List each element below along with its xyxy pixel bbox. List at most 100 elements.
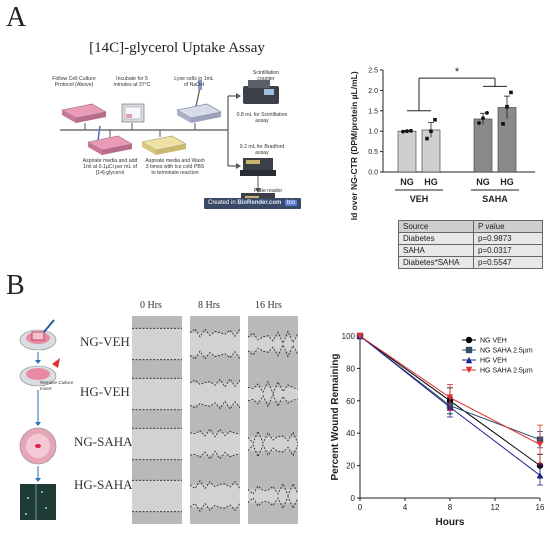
micrograph xyxy=(132,366,182,422)
wound-edge-line xyxy=(248,380,298,395)
data-point xyxy=(401,129,405,134)
step-5-text: Aspirate media and Wash 3 times with Ice… xyxy=(145,158,205,176)
pvalue-table: Source P value Diabetes p=0.9873 SAHA p=… xyxy=(398,220,543,269)
wound-edge-line xyxy=(248,343,298,358)
table-cell-source: SAHA xyxy=(398,244,474,257)
credit-prefix: Created in xyxy=(208,200,238,206)
data-point xyxy=(485,110,489,115)
legend-label: HG SAHA 2.5µm xyxy=(480,368,533,375)
bradford-volume: 0.2 mL for Bradford assay xyxy=(239,144,285,156)
y-tick-label: 40 xyxy=(346,429,355,438)
micrograph xyxy=(248,416,298,472)
legend-label: HG VEH xyxy=(480,358,507,365)
micrograph xyxy=(132,316,182,372)
data-point xyxy=(405,129,409,134)
x-tick-label: 16 xyxy=(536,503,545,512)
wound-edge-line xyxy=(248,495,298,510)
table-cell-pvalue: p=0.0317 xyxy=(473,244,543,257)
step-4-text: Aspirate media and add 1ml at 0.1µCi per… xyxy=(82,158,138,176)
micrograph xyxy=(248,366,298,422)
insert-removal-icon xyxy=(19,358,60,387)
data-point xyxy=(409,128,413,133)
y-tick-label: 60 xyxy=(346,397,355,406)
micrograph xyxy=(248,468,298,524)
row-label-hg-veh: HG-VEH xyxy=(80,384,130,399)
wound-edge-line xyxy=(190,400,240,410)
wound-edge-line xyxy=(190,502,240,512)
x-tick-label: 0 xyxy=(358,503,363,512)
micrograph xyxy=(190,468,240,524)
wound-edge-line xyxy=(248,330,298,345)
time-label-16: 16 Hrs xyxy=(255,300,282,311)
step-1-text: Follow Cell Culture Protocol (Above) xyxy=(52,76,96,88)
y-tick-label: 80 xyxy=(346,364,355,373)
data-point xyxy=(509,90,513,95)
time-label-8: 8 Hrs xyxy=(198,300,220,311)
micrograph xyxy=(132,468,182,524)
table-row: Diabetes p=0.9873 xyxy=(398,232,543,245)
table-cell-pvalue: p=0.9873 xyxy=(473,232,543,245)
data-point xyxy=(429,129,433,133)
row-label-hg-saha: HG-SAHA xyxy=(74,477,133,492)
wound-edge-line xyxy=(248,482,298,497)
wound-edge-line xyxy=(190,378,240,388)
wound-gap xyxy=(132,480,182,512)
wound-gap xyxy=(248,489,298,503)
x-tick-label: NG xyxy=(476,177,490,187)
lysis-plate-icon xyxy=(176,80,222,123)
x-tick-label: NG xyxy=(400,177,414,187)
wound-gap xyxy=(248,337,298,351)
y-tick-label: 100 xyxy=(342,332,356,341)
table-header-source: Source xyxy=(398,220,474,233)
wound-gap xyxy=(190,484,240,508)
scintillation-label: Scintillation counter xyxy=(252,70,280,82)
data-point xyxy=(446,394,454,401)
y-tick-label: 2.5 xyxy=(368,68,378,75)
wound-gap xyxy=(190,382,240,406)
data-point xyxy=(465,356,473,364)
wound-gap xyxy=(132,428,182,460)
wound-edge-line xyxy=(190,428,240,438)
glycerol-plate-icon xyxy=(87,125,133,155)
table-header-row: Source P value xyxy=(398,220,543,233)
data-point xyxy=(433,117,437,122)
micrograph xyxy=(248,316,298,372)
time-label-0: 0 Hrs xyxy=(140,300,162,311)
y-tick-label: 0.5 xyxy=(368,149,378,156)
legend-label: NG SAHA 2.5µm xyxy=(480,348,533,355)
scratch-schematic xyxy=(14,318,74,528)
wound-edge-line xyxy=(248,444,298,458)
wound-gap xyxy=(132,378,182,410)
data-point xyxy=(505,104,509,109)
line-chart: 0 20 40 60 80 100 0 4 8 12 16 Hours Percent Wound Re… xyxy=(330,332,545,528)
credit-badge: bio xyxy=(285,200,298,206)
micrograph xyxy=(190,366,240,422)
wound-edge-line xyxy=(190,450,240,460)
microscope-image-icon xyxy=(20,484,56,520)
legend-label: NG VEH xyxy=(480,338,507,345)
significance-marker: * xyxy=(455,66,460,78)
y-tick-label: 1.0 xyxy=(368,129,378,136)
data-point xyxy=(477,121,481,125)
biorender-credit[interactable]: Created in BioRender.com bio xyxy=(204,198,302,209)
remove-insert-text: Remove Culture Insert xyxy=(40,380,74,391)
table-cell-source: Diabetes xyxy=(398,232,474,245)
culture-plate-icon xyxy=(61,103,107,123)
incubator-icon xyxy=(121,103,145,123)
wound-edge-line xyxy=(190,480,240,490)
bar xyxy=(473,118,493,173)
wound-gap xyxy=(190,332,240,356)
bar-chart: 0.0 0.5 1.0 1.5 2.0 2.5 Fold over NG-CTR (DPM/… xyxy=(349,66,535,220)
y-tick-label: 0 xyxy=(351,494,356,503)
x-tick-label: 8 xyxy=(448,503,453,512)
group-label: VEH xyxy=(410,194,429,204)
wound-edge-line xyxy=(190,328,240,338)
wash-plate-icon xyxy=(141,135,187,155)
y-axis-label: Percent Wound Remaining xyxy=(330,353,341,480)
table-row: Diabetes*SAHA p=0.5547 xyxy=(398,256,543,269)
data-point xyxy=(465,336,473,344)
credit-brand: BioRender.com xyxy=(237,200,282,206)
scintillation-volume: 0.8 mL for Scintillation assay xyxy=(236,112,288,124)
group-label: SAHA xyxy=(482,194,508,204)
wound-gap xyxy=(248,437,298,451)
